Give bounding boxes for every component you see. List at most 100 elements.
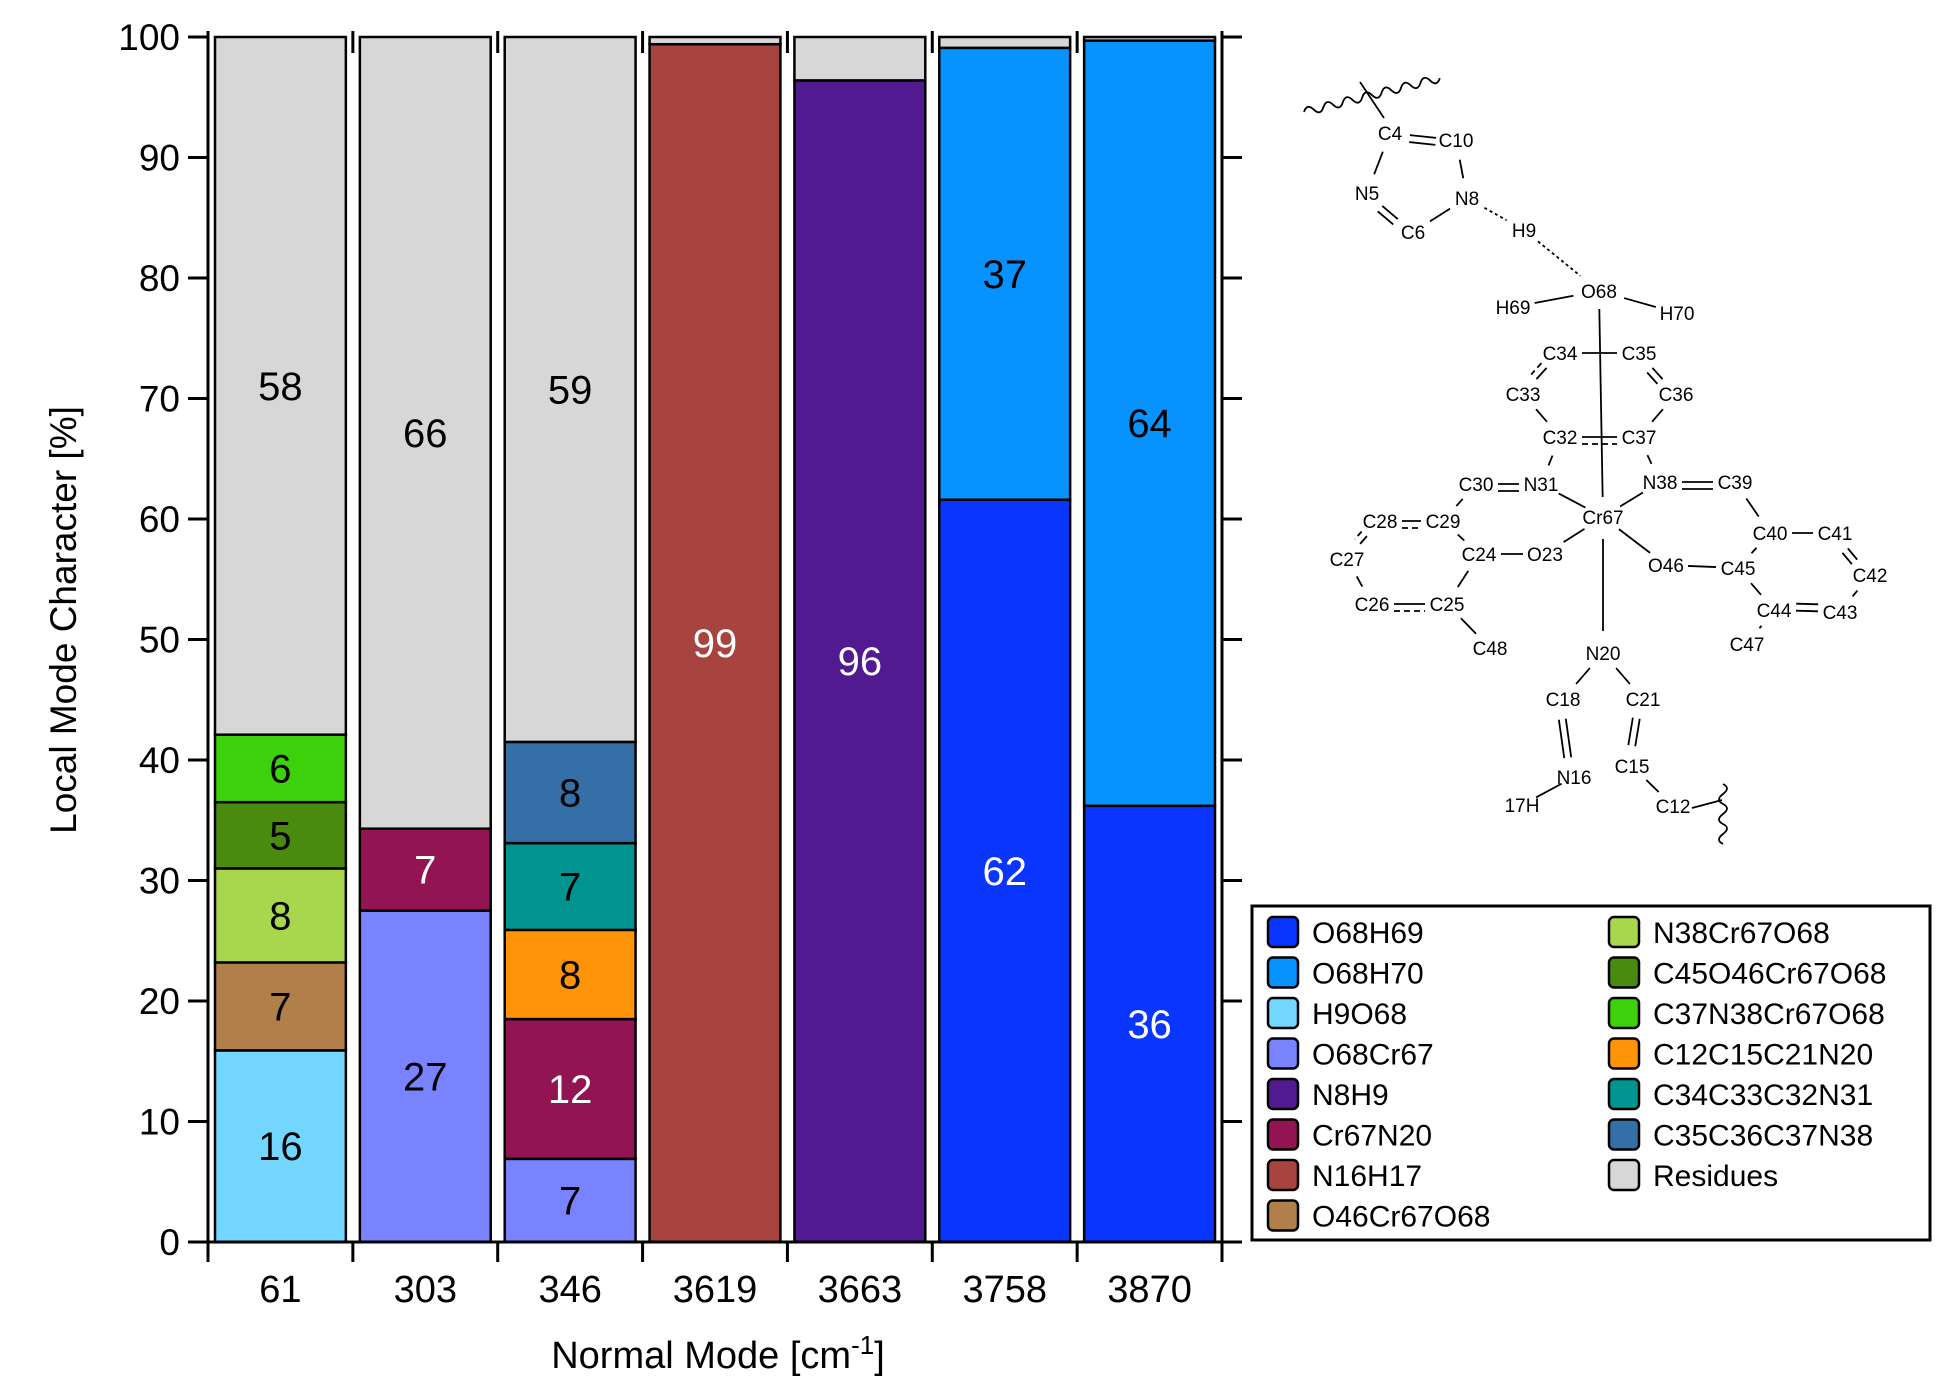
- bond: [1758, 625, 1763, 629]
- x-tick-label: 3619: [673, 1269, 758, 1311]
- bar-segment-label: 58: [258, 365, 303, 409]
- bar-segment: [938, 46, 1072, 501]
- legend-swatch: [1266, 1077, 1300, 1111]
- bond: [1457, 533, 1465, 542]
- bond: [1377, 210, 1394, 226]
- legend-swatch: [1266, 1199, 1300, 1232]
- legend-entry-label: C34C33C32N31: [1653, 1079, 1873, 1112]
- atom-label: C26: [1355, 595, 1390, 616]
- legend-entry-label: N38Cr67O68: [1653, 917, 1830, 950]
- legend-swatch: [1266, 1158, 1300, 1192]
- bar-segment-label: 27: [403, 1055, 448, 1099]
- axes-layer: 0 10 20 30 40 50 60 70 80 90 100 61 303 346 3619 3663 37…: [118, 17, 1242, 1311]
- atom-label: N8: [1455, 189, 1479, 210]
- bond: [1575, 667, 1591, 685]
- bar-segment-label: 99: [693, 622, 738, 666]
- atom-label: C24: [1462, 545, 1497, 566]
- bar-segment-label: 8: [269, 894, 291, 938]
- atom-label: N20: [1586, 644, 1621, 665]
- bond: [1795, 609, 1819, 613]
- bar-segment-label: 64: [1127, 402, 1172, 446]
- atom-label: C41: [1818, 524, 1853, 545]
- x-tick-label: 3663: [818, 1269, 903, 1311]
- atom-label: C30: [1459, 475, 1494, 496]
- atom-label: C33: [1506, 385, 1541, 406]
- bond: [1634, 718, 1641, 747]
- bond: [1615, 667, 1631, 685]
- legend-swatch: [1607, 1077, 1641, 1111]
- legend-entry-label: O68H69: [1312, 917, 1424, 950]
- bond: [1535, 782, 1563, 799]
- bond: [1537, 240, 1581, 277]
- legend-swatch: [1607, 956, 1641, 989]
- bar-segment-label: 8: [559, 772, 581, 816]
- bond: [1618, 528, 1651, 554]
- legend-entry-label: Cr67N20: [1312, 1120, 1432, 1153]
- bar-segment: [648, 35, 782, 46]
- bond: [1557, 719, 1566, 759]
- atom-label: N38: [1643, 473, 1678, 494]
- bar-segment: [503, 1157, 637, 1244]
- y-tick-label: 40: [139, 740, 180, 781]
- bond: [1563, 528, 1585, 543]
- legend-entry-label: C37N38Cr67O68: [1653, 998, 1885, 1031]
- bond: [1627, 717, 1634, 746]
- y-tick-label: 60: [139, 499, 180, 540]
- bond: [1460, 617, 1477, 635]
- atom-label: C18: [1546, 690, 1581, 711]
- bars-layer: 16 7 8 5 6 58 27 7 66 7 12 8 7 8 59 99 96 62 37 36 64: [213, 35, 1217, 1244]
- bar-segment: [793, 35, 927, 82]
- y-tick-label: 80: [139, 258, 180, 299]
- y-axis-label: Local Mode Character [%]: [43, 406, 84, 834]
- bond: [1458, 159, 1465, 179]
- atom-label: O46: [1648, 556, 1684, 577]
- x-axis-label: Normal Mode [cm-1]: [551, 1330, 885, 1377]
- atom-label: C6: [1401, 223, 1425, 244]
- bond: [1691, 799, 1723, 809]
- bar-segment: [358, 35, 492, 830]
- bar-segment-label: 62: [982, 850, 1027, 894]
- bar-segment: [213, 961, 348, 1052]
- bond: [1457, 570, 1469, 588]
- legend-swatch: [1266, 996, 1300, 1030]
- bond: [1483, 207, 1508, 221]
- bond: [1851, 589, 1859, 598]
- bar-segment: [938, 498, 1072, 1244]
- y-tick-label: 0: [159, 1222, 180, 1263]
- wavy-bond: [1718, 783, 1728, 845]
- bar-segment: [503, 35, 637, 744]
- atom-label: C21: [1626, 690, 1661, 711]
- x-axis-unit-superscript: -1: [851, 1330, 874, 1360]
- x-tick-label: 346: [538, 1269, 601, 1311]
- bond: [1535, 408, 1548, 423]
- legend-entry-label: C45O46Cr67O68: [1653, 958, 1886, 991]
- bar-segment: [1082, 804, 1217, 1244]
- bar-segment: [213, 733, 348, 804]
- atom-label: C15: [1615, 757, 1650, 778]
- atom-label: Cr67: [1582, 508, 1623, 529]
- atom-label: N31: [1524, 475, 1559, 496]
- bond: [1623, 297, 1657, 308]
- atom-label: C25: [1430, 595, 1465, 616]
- legend-entry-label: N16H17: [1312, 1160, 1422, 1193]
- bar-segment: [358, 827, 492, 912]
- bond: [1354, 530, 1363, 540]
- bar-segment-label: 36: [1127, 1003, 1172, 1047]
- atom-label: C36: [1659, 385, 1694, 406]
- legend-swatch: [1266, 1118, 1300, 1151]
- bar-segment: [503, 1017, 637, 1161]
- atom-label: C4: [1378, 124, 1403, 145]
- bond: [1409, 134, 1437, 139]
- atom-label: C27: [1330, 550, 1365, 571]
- atom-label: C37: [1622, 428, 1657, 449]
- bond: [1359, 81, 1385, 119]
- legend: O68H69 O68H70 H9O68 O68Cr67 N8H9 Cr67N20 N16H1…: [1250, 904, 1932, 1242]
- atom-label: H69: [1496, 298, 1531, 319]
- bar-segment-label: 59: [548, 368, 593, 412]
- legend-entry-label: O46Cr67O68: [1312, 1201, 1490, 1234]
- bond: [1564, 718, 1573, 758]
- bond: [1745, 497, 1760, 518]
- atom-label: N16: [1557, 768, 1592, 789]
